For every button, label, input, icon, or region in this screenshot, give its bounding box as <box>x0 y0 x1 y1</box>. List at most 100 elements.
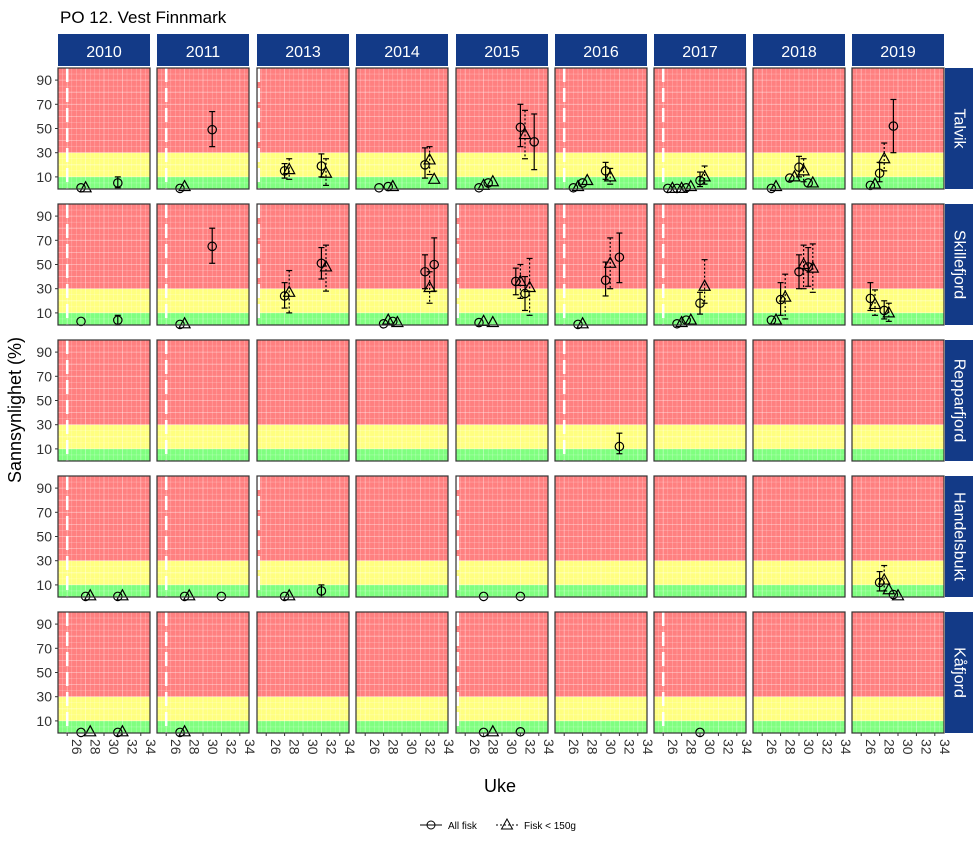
y-tick-label: 90 <box>36 616 52 632</box>
point-fisk-under-150g <box>769 312 783 325</box>
year-strip-2011 <box>157 34 249 66</box>
legend-symbol-fisk-under-150g <box>500 817 514 830</box>
band-red <box>852 68 944 153</box>
y-tick-label: 90 <box>36 72 52 88</box>
point-all-fisk <box>207 241 217 252</box>
year-label-2013: 2013 <box>285 44 321 61</box>
point-all-fisk <box>175 319 185 330</box>
point-fisk-under-150g <box>603 256 617 268</box>
band-red <box>356 340 448 425</box>
x-tick-label: 26 <box>764 739 780 755</box>
x-tick-label: 34 <box>541 739 557 755</box>
x-tick-label: 30 <box>603 739 619 755</box>
band-yellow <box>356 288 448 313</box>
y-tick-label: 90 <box>36 480 52 496</box>
band-green <box>654 312 746 325</box>
band-red <box>654 476 746 561</box>
legend: All fisk Fisk < 150g <box>420 817 576 832</box>
x-tick-label: 28 <box>882 739 898 755</box>
panel-border <box>653 67 747 190</box>
band-green <box>157 176 249 189</box>
x-tick-label: 26 <box>168 739 184 755</box>
x-tick-label: 34 <box>143 739 159 755</box>
point-all-fisk <box>573 319 583 330</box>
point-all-fisk <box>614 252 625 263</box>
band-green <box>456 448 548 461</box>
legend-label-all-fisk: All fisk <box>448 821 478 832</box>
point-fisk-under-150g <box>83 724 97 737</box>
band-yellow <box>356 696 448 721</box>
x-tick-label: 26 <box>467 739 483 755</box>
band-green <box>753 448 845 461</box>
point-fisk-under-150g <box>603 169 617 182</box>
band-green <box>58 448 150 461</box>
site-strip-k-fjord <box>945 612 973 733</box>
x-tick-label: 34 <box>739 739 755 755</box>
y-tick-label: 10 <box>36 577 52 593</box>
point-fisk-under-150g <box>381 312 395 325</box>
x-tick-label: 32 <box>124 739 140 755</box>
band-yellow <box>456 696 548 721</box>
year-strip-2014 <box>356 34 448 66</box>
point-all-fisk <box>478 591 489 602</box>
y-tick-label: 70 <box>36 504 52 520</box>
x-tick-label: 28 <box>684 739 700 755</box>
band-red <box>555 68 647 153</box>
point-fisk-under-150g <box>83 588 97 601</box>
band-green <box>753 312 845 325</box>
point-fisk-under-150g <box>882 582 896 595</box>
band-yellow <box>356 560 448 585</box>
band-yellow <box>555 288 647 313</box>
panel-border <box>554 203 648 326</box>
point-fisk-under-150g <box>282 588 296 601</box>
band-yellow <box>58 424 150 449</box>
point-all-fisk <box>316 586 327 596</box>
band-yellow <box>456 288 548 313</box>
point-all-fisk <box>113 178 123 188</box>
band-yellow <box>852 424 944 449</box>
point-all-fisk <box>695 727 705 738</box>
y-tick-label: 30 <box>36 417 52 433</box>
panel-border <box>851 475 945 598</box>
x-tick-label: 32 <box>422 739 438 755</box>
x-tick-label: 30 <box>801 739 817 755</box>
band-red <box>157 476 249 561</box>
point-fisk-under-150g <box>282 162 296 175</box>
panel-border <box>554 475 648 598</box>
point-all-fisk <box>80 591 91 602</box>
band-red <box>654 340 746 425</box>
band-green <box>157 448 249 461</box>
band-yellow <box>555 424 647 449</box>
x-tick-label: 26 <box>863 739 879 755</box>
band-yellow <box>58 152 150 177</box>
band-red <box>58 204 150 289</box>
panel-border <box>653 475 747 598</box>
band-green <box>852 720 944 733</box>
panel-border <box>653 339 747 462</box>
point-fisk-under-150g <box>665 181 679 193</box>
x-tick-label: 26 <box>69 739 85 755</box>
y-tick-label: 70 <box>36 232 52 248</box>
band-green <box>456 312 548 325</box>
point-all-fisk <box>478 727 489 738</box>
point-fisk-under-150g <box>797 163 811 176</box>
band-red <box>456 68 548 153</box>
band-green <box>257 312 349 325</box>
band-red <box>157 204 249 289</box>
point-all-fisk <box>175 183 185 194</box>
band-green <box>456 584 548 597</box>
band-red <box>654 68 746 153</box>
point-fisk-under-150g <box>319 259 333 272</box>
legend-label-fisk-under-150g: Fisk < 150g <box>524 821 576 832</box>
band-green <box>257 448 349 461</box>
band-yellow <box>157 424 249 449</box>
panel-border <box>57 67 151 190</box>
point-all-fisk <box>614 441 625 452</box>
band-green <box>852 448 944 461</box>
panel-border <box>57 339 151 462</box>
x-tick-label: 32 <box>522 739 538 755</box>
x-tick-label: 28 <box>486 739 502 755</box>
band-green <box>58 312 150 325</box>
x-tick-label: 28 <box>585 739 601 755</box>
panels-group: 2010 2011 2013 2014 2015 2016 2017 2018 2019 Talv… <box>36 34 973 755</box>
